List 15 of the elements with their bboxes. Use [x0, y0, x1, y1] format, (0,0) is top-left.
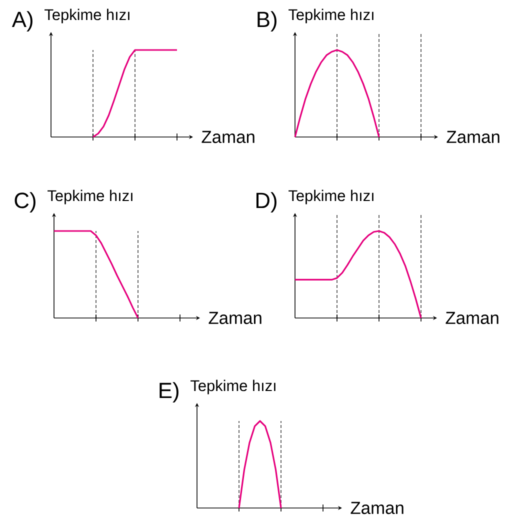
- chart-title: B): [258, 11, 276, 32]
- y-axis-title: Tepkime hızı: [288, 8, 374, 24]
- x-axis-title: Zaman: [208, 312, 262, 324]
- x-axis-title: Zaman: [202, 130, 254, 144]
- x-axis-title: Zaman: [350, 502, 404, 514]
- x-axis-title: Zaman: [446, 312, 498, 324]
- y-axis-title: Tepkime hızı: [44, 8, 130, 24]
- chart-title: A): [12, 11, 32, 32]
- chart-title: E): [160, 382, 178, 403]
- chart-title: D): [256, 192, 276, 213]
- y-axis-title: Tepkime hızı: [48, 190, 132, 204]
- x-axis-title: Zaman: [446, 130, 500, 144]
- y-axis-title: Tepkime hızı: [190, 380, 276, 394]
- y-axis-title: Tepkime hızı: [288, 190, 374, 204]
- chart-title: C): [14, 192, 36, 213]
